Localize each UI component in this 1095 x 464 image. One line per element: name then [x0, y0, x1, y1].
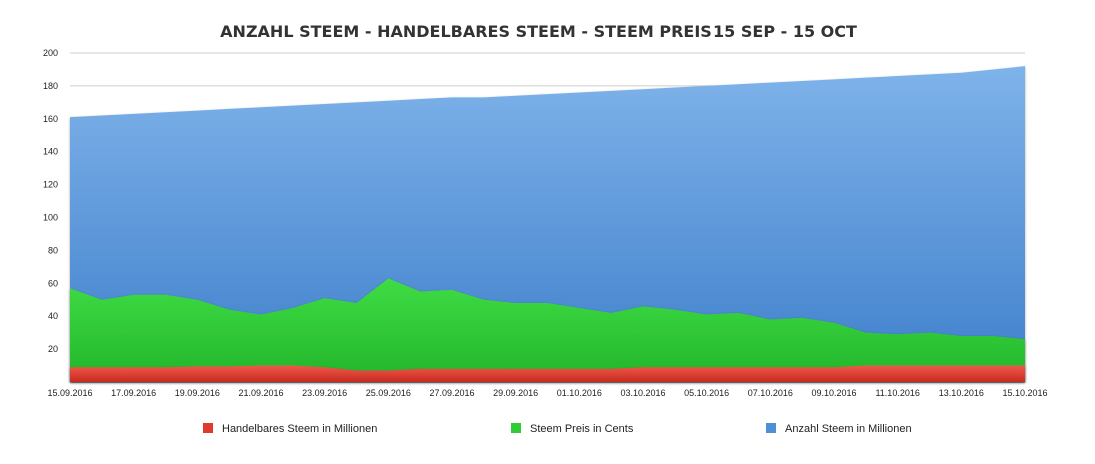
- legend: Handelbares Steem in Millionen Steem Prei…: [203, 423, 912, 435]
- series-area-handelbares-steem: [70, 365, 1025, 382]
- x-tick-label: 21.09.2016: [238, 388, 283, 398]
- series-area-anzahl-steem: [70, 66, 1025, 382]
- x-tick-label: 25.09.2016: [366, 388, 411, 398]
- y-tick-label: 100: [43, 213, 58, 223]
- y-axis-ticks: 20 40 60 80 100 120 140 160 180 200: [43, 48, 58, 354]
- y-tick-label: 180: [43, 81, 58, 91]
- legend-swatch: [203, 423, 213, 433]
- legend-swatch: [511, 423, 521, 433]
- x-tick-label: 15.10.2016: [1002, 388, 1047, 398]
- legend-label: Handelbares Steem in Millionen: [222, 423, 377, 435]
- y-tick-label: 200: [43, 48, 58, 58]
- x-tick-label: 11.10.2016: [875, 388, 919, 398]
- legend-label: Anzahl Steem in Millionen: [785, 423, 912, 435]
- x-tick-label: 23.09.2016: [302, 388, 347, 398]
- x-axis-ticks: 15.09.2016 17.09.2016 19.09.2016 21.09.2016…: [47, 388, 1047, 398]
- y-tick-label: 120: [43, 180, 58, 190]
- y-tick-label: 140: [43, 147, 58, 157]
- x-tick-label: 03.10.2016: [620, 388, 665, 398]
- x-tick-label: 09.10.2016: [811, 388, 856, 398]
- x-tick-label: 13.10.2016: [939, 388, 984, 398]
- legend-label: Steem Preis in Cents: [530, 423, 634, 435]
- y-tick-label: 20: [48, 344, 58, 354]
- x-tick-label: 19.09.2016: [175, 388, 220, 398]
- legend-swatch: [766, 423, 776, 433]
- chart-title-group: ANZAHL STEEM - HANDELBARES STEEM - STEEM…: [220, 22, 857, 41]
- chart-subtitle: 15 SEP - 15 OCT: [713, 22, 857, 41]
- series-area-steem-preis: [70, 278, 1025, 382]
- chart-title: ANZAHL STEEM - HANDELBARES STEEM - STEEM…: [220, 22, 712, 41]
- x-tick-label: 07.10.2016: [748, 388, 793, 398]
- x-tick-label: 29.09.2016: [493, 388, 538, 398]
- x-tick-label: 05.10.2016: [684, 388, 729, 398]
- x-tick-label: 27.09.2016: [429, 388, 474, 398]
- x-tick-label: 01.10.2016: [557, 388, 602, 398]
- y-tick-label: 160: [43, 114, 58, 124]
- x-tick-label: 17.09.2016: [111, 388, 156, 398]
- series-areas: [70, 66, 1025, 382]
- x-tick-label: 15.09.2016: [47, 388, 92, 398]
- y-tick-label: 40: [48, 311, 58, 321]
- y-tick-label: 80: [48, 245, 58, 255]
- y-tick-label: 60: [48, 278, 58, 288]
